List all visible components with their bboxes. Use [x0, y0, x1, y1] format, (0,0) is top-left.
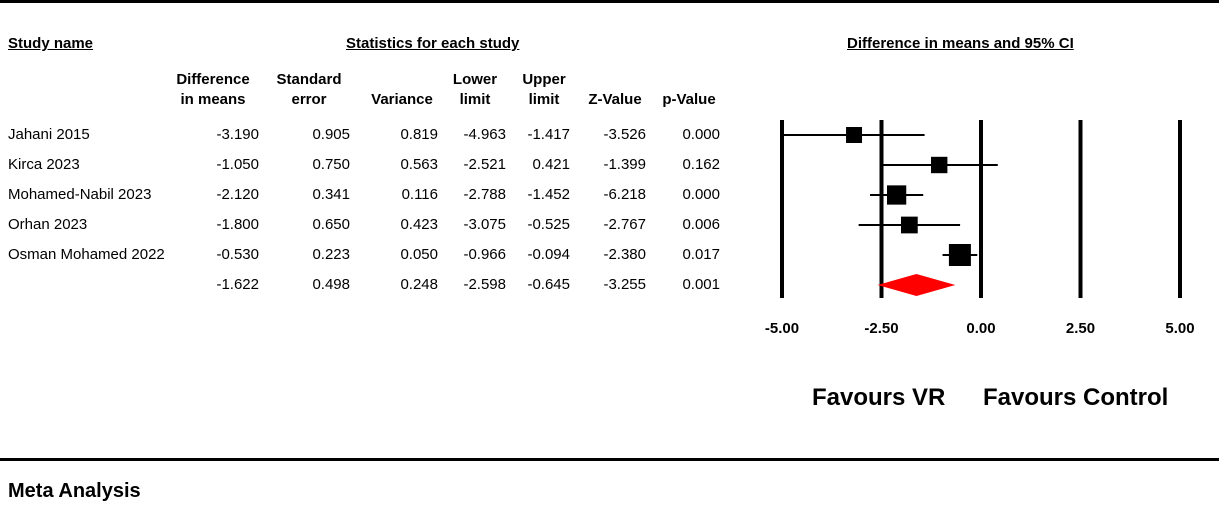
cell-std-error: 0.498 — [312, 276, 350, 293]
x-tick-label: -2.50 — [864, 320, 898, 337]
study-name: Osman Mohamed 2022 — [8, 246, 165, 263]
column-header-line1: Lower — [452, 71, 498, 88]
cell-p-value: 0.006 — [682, 216, 720, 233]
bottom-rule — [0, 458, 1219, 461]
cell-diff-in-means: -2.120 — [216, 186, 259, 203]
column-header-line1: Difference — [176, 71, 250, 88]
cell-upper-limit: -0.645 — [527, 276, 570, 293]
cell-variance: 0.423 — [400, 216, 438, 233]
cell-z-value: -2.380 — [603, 246, 646, 263]
cell-upper-limit: -1.452 — [527, 186, 570, 203]
cell-std-error: 0.750 — [312, 156, 350, 173]
column-header-lower-limit: Lower limit — [440, 70, 510, 110]
column-header-variance: Variance — [362, 70, 442, 110]
column-header-diff-in-means: Difference in means — [163, 70, 263, 110]
column-header-std-error: Standard error — [264, 70, 354, 110]
cell-p-value: 0.000 — [682, 186, 720, 203]
cell-z-value: -3.255 — [603, 276, 646, 293]
cell-diff-in-means: -3.190 — [216, 126, 259, 143]
top-rule — [0, 0, 1219, 3]
cell-std-error: 0.905 — [312, 126, 350, 143]
cell-diff-in-means: -1.622 — [216, 276, 259, 293]
column-header-line2: p-Value — [662, 91, 716, 108]
column-header-line1: Standard — [276, 71, 342, 88]
column-header-line2: limit — [459, 91, 491, 108]
study-marker — [886, 185, 907, 205]
cell-std-error: 0.650 — [312, 216, 350, 233]
footer-title: Meta Analysis — [8, 480, 141, 502]
column-header-line1: Upper — [522, 71, 566, 88]
study-name: Mohamed-Nabil 2023 — [8, 186, 152, 203]
column-header-upper-limit: Upper limit — [514, 70, 574, 110]
cell-lower-limit: -0.966 — [463, 246, 506, 263]
study-marker — [931, 156, 948, 174]
column-header-z-value: Z-Value — [580, 70, 650, 110]
column-header-line2: Z-Value — [588, 91, 642, 108]
cell-variance: 0.116 — [401, 186, 438, 203]
cell-variance: 0.248 — [400, 276, 438, 293]
statistics-header: Statistics for each study — [346, 35, 520, 52]
x-tick-label: 5.00 — [1165, 320, 1194, 337]
study-name: Orhan 2023 — [8, 216, 88, 233]
cell-z-value: -6.218 — [603, 186, 646, 203]
cell-variance: 0.819 — [400, 126, 438, 143]
study-name: Kirca 2023 — [8, 156, 80, 173]
cell-z-value: -3.526 — [603, 126, 646, 143]
plot-header: Difference in means and 95% CI — [847, 35, 1074, 52]
x-tick-label: 2.50 — [1066, 320, 1095, 337]
column-header-line2: Variance — [371, 91, 433, 108]
study-marker — [900, 216, 918, 234]
cell-lower-limit: -4.963 — [463, 126, 506, 143]
x-tick-label: -5.00 — [765, 320, 799, 337]
study-name-header: Study name — [8, 35, 94, 52]
cell-z-value: -2.767 — [603, 216, 646, 233]
cell-lower-limit: -3.075 — [463, 216, 506, 233]
favours-control-label: Favours Control — [983, 384, 1169, 411]
column-header-line2: error — [291, 91, 327, 108]
study-name: Jahani 2015 — [8, 126, 90, 143]
cell-variance: 0.563 — [400, 156, 438, 173]
cell-lower-limit: -2.598 — [463, 276, 506, 293]
summary-diamond — [877, 274, 956, 296]
cell-std-error: 0.341 — [312, 186, 350, 203]
cell-upper-limit: -0.094 — [527, 246, 570, 263]
cell-diff-in-means: -0.530 — [216, 246, 259, 263]
cell-upper-limit: -0.525 — [527, 216, 570, 233]
column-header-line2: in means — [180, 91, 246, 108]
cell-upper-limit: -1.417 — [527, 126, 570, 143]
column-header-line2: limit — [528, 91, 560, 108]
column-header-p-value: p-Value — [654, 70, 724, 110]
cell-variance: 0.050 — [400, 246, 438, 263]
cell-p-value: 0.001 — [682, 276, 720, 293]
cell-std-error: 0.223 — [312, 246, 350, 263]
cell-p-value: 0.162 — [682, 156, 720, 173]
cell-p-value: 0.000 — [682, 126, 720, 143]
study-marker — [846, 127, 863, 143]
study-marker — [948, 244, 971, 266]
cell-upper-limit: 0.421 — [532, 156, 570, 173]
cell-z-value: -1.399 — [603, 156, 646, 173]
cell-p-value: 0.017 — [682, 246, 720, 263]
cell-lower-limit: -2.788 — [463, 186, 506, 203]
cell-diff-in-means: -1.800 — [216, 216, 259, 233]
cell-lower-limit: -2.521 — [463, 156, 506, 173]
cell-diff-in-means: -1.050 — [216, 156, 259, 173]
favours-vr-label: Favours VR — [812, 384, 946, 411]
x-tick-label: 0.00 — [966, 320, 995, 337]
